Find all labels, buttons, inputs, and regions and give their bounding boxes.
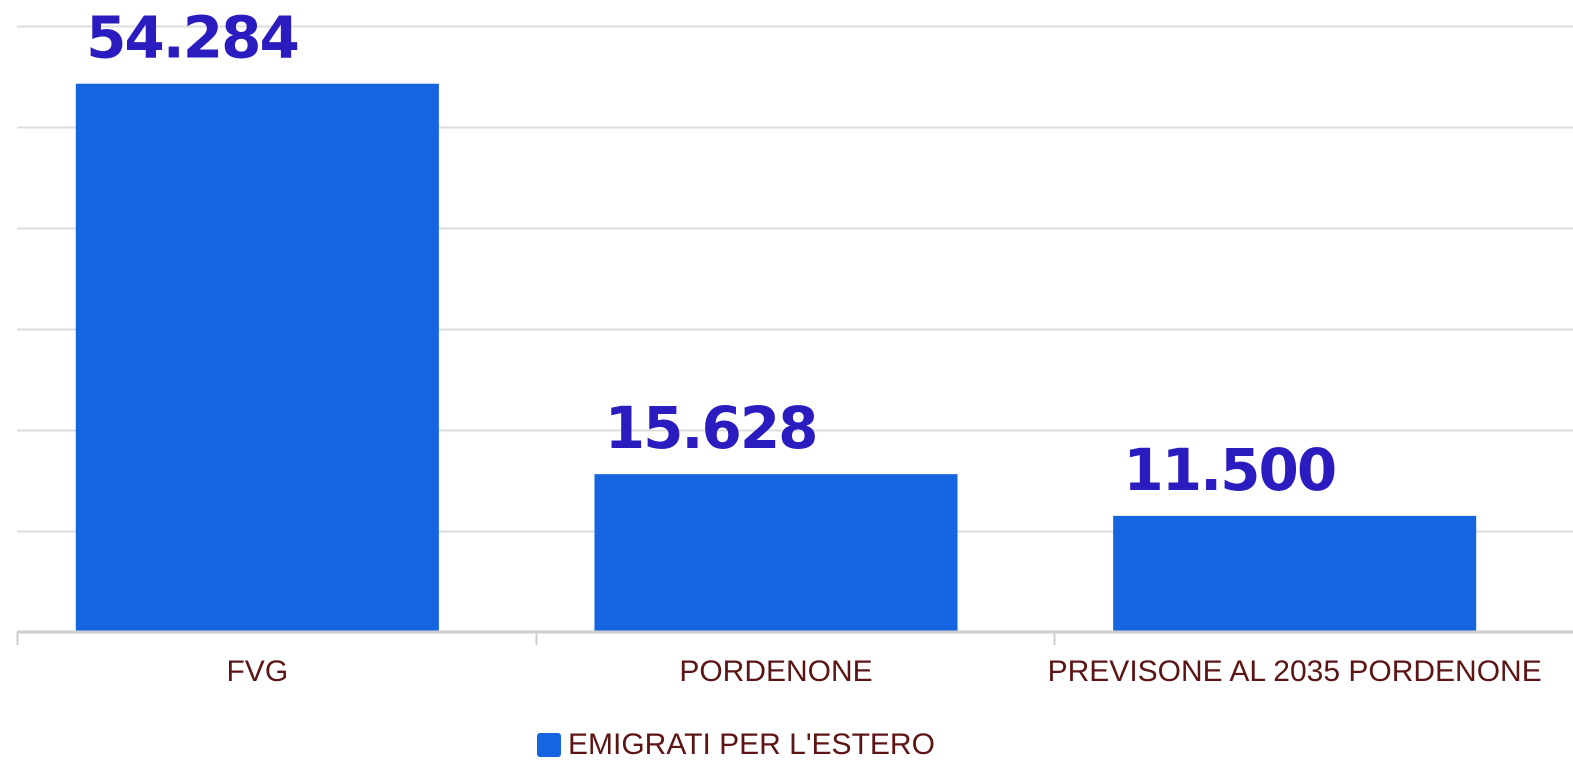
- legend-label: EMIGRATI PER L'ESTERO: [568, 728, 935, 761]
- x-tick-label: PREVISONE AL 2035 PORDENONE: [1048, 655, 1542, 688]
- data-label: 15.628: [605, 394, 817, 462]
- x-tick-label: FVG: [226, 655, 288, 688]
- bar: [594, 474, 958, 632]
- bar: [1113, 515, 1477, 632]
- legend: EMIGRATI PER L'ESTERO: [537, 727, 935, 763]
- data-label: 11.500: [1123, 436, 1335, 504]
- bar: [75, 83, 439, 633]
- data-label: 54.284: [86, 4, 298, 72]
- x-tick-label: PORDENONE: [679, 655, 872, 688]
- legend-swatch: [537, 733, 561, 757]
